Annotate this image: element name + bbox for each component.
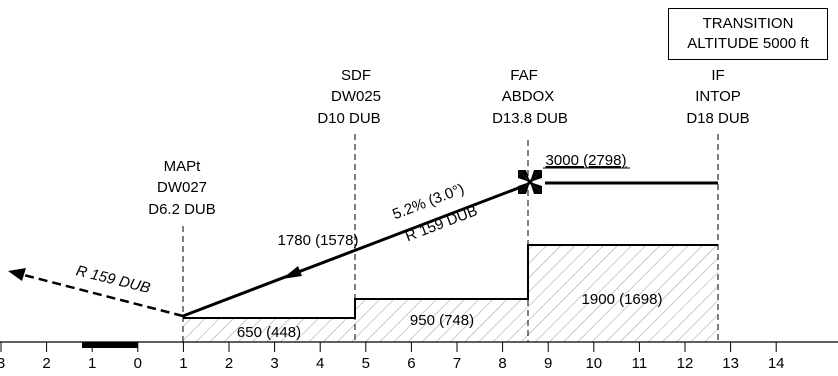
distance-tick-label: 7 [453,355,461,372]
zone-2 [355,299,528,342]
faf-altitude: 3000 (2798) [546,152,627,169]
faf-distance: D13.8 DUB [492,110,568,127]
transition-altitude-box: TRANSITION ALTITUDE 5000 ft [668,8,828,60]
zone-outline [183,244,718,319]
zone-3 [528,245,718,342]
distance-tick-label: 2 [42,355,50,372]
zone2-altitude: 950 (748) [410,312,474,329]
distance-tick-label: 11 [632,355,648,372]
if-label: IF INTOP D18 DUB [686,67,749,127]
distance-tick-label: 8 [498,355,506,372]
final-approach-arrowhead [282,266,302,279]
missed-approach-path [15,271,184,318]
mapt-distance: D6.2 DUB [148,201,216,218]
sdf-label: SDF DW025 D10 DUB [317,67,381,127]
distance-tick-label: 4 [316,355,324,372]
if-distance: D18 DUB [686,110,749,127]
mapt-label: MAPt DW027 D6.2 DUB [148,158,216,218]
faf-cross-icon [518,170,542,194]
sdf-distance: D10 DUB [317,110,380,127]
distance-tick-label: 9 [544,355,552,372]
distance-tick-label: 2 [225,355,233,372]
distance-tick-label: 14 [768,355,785,372]
scale-bar [82,342,138,348]
sdf-altitude: 1780 (1578) [278,232,359,249]
distance-tick-label: 5 [362,355,370,372]
distance-tick-label: 3 [270,355,278,372]
sdf-name: SDF [341,67,371,84]
transition-line-1: TRANSITION [702,15,794,32]
distance-tick-label: 6 [407,355,415,372]
distance-axis: 3 2 1 0 1 2 3 4 5 6 7 8 9 10 11 12 13 14 [0,341,838,372]
mapt-name: MAPt [164,158,202,175]
distance-tick-label: 10 [585,355,602,372]
distance-tick-label: 1 [88,355,96,372]
missed-approach-arrowhead [8,268,26,281]
distance-tick-label: 13 [722,355,739,372]
fix-lines [182,134,719,342]
faf-waypoint: ABDOX [502,88,555,105]
obstacle-zones [183,244,718,342]
if-waypoint: INTOP [695,88,741,105]
faf-label: FAF ABDOX D13.8 DUB [492,67,568,127]
transition-line-2: ALTITUDE 5000 ft [687,35,809,52]
final-approach-path [182,185,522,318]
if-name: IF [711,67,724,84]
zone3-altitude: 1900 (1698) [582,291,663,308]
faf-name: FAF [510,67,538,84]
distance-tick-label: 3 [0,355,5,372]
zone1-altitude: 650 (448) [237,324,301,341]
sdf-waypoint: DW025 [331,88,381,105]
distance-tick-label: 12 [677,355,694,372]
zone-1 [183,318,355,342]
mapt-waypoint: DW027 [157,179,207,196]
distance-tick-label: 1 [179,355,187,372]
distance-tick-label: 0 [134,355,142,372]
